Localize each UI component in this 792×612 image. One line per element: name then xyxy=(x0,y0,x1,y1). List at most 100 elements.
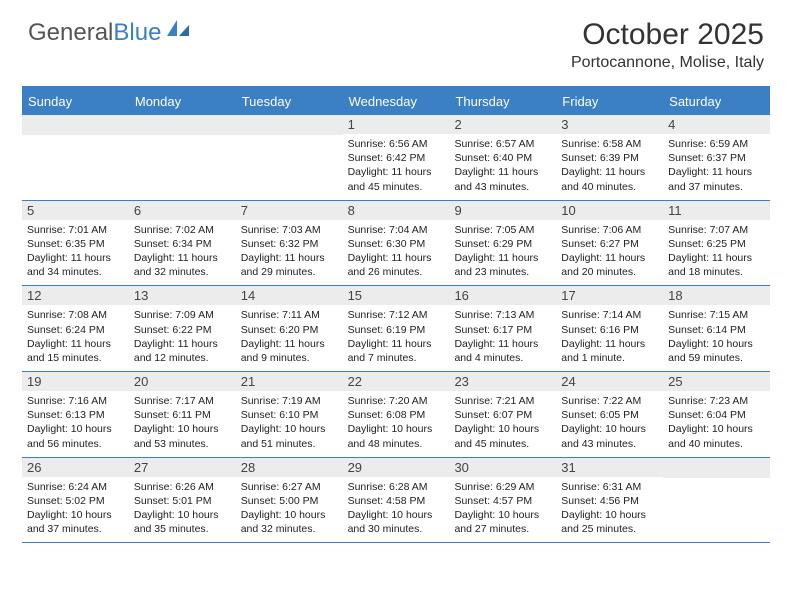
week-row: 26Sunrise: 6:24 AMSunset: 5:02 PMDayligh… xyxy=(22,458,770,544)
day-cell xyxy=(129,115,236,200)
sunrise-text: Sunrise: 7:08 AM xyxy=(27,308,124,322)
daylight-text: Daylight: 11 hours and 40 minutes. xyxy=(561,165,658,193)
day-cell: 26Sunrise: 6:24 AMSunset: 5:02 PMDayligh… xyxy=(22,458,129,543)
day-body: Sunrise: 6:58 AMSunset: 6:39 PMDaylight:… xyxy=(556,134,663,200)
day-number: 29 xyxy=(343,458,450,477)
dow-cell: Tuesday xyxy=(236,88,343,115)
daylight-text: Daylight: 10 hours and 40 minutes. xyxy=(668,422,765,450)
sunset-text: Sunset: 6:29 PM xyxy=(454,237,551,251)
day-number: 10 xyxy=(556,201,663,220)
header: GeneralBlue October 2025 Portocannone, M… xyxy=(0,0,792,80)
dow-cell: Sunday xyxy=(22,88,129,115)
daylight-text: Daylight: 11 hours and 26 minutes. xyxy=(348,251,445,279)
dow-cell: Wednesday xyxy=(343,88,450,115)
sunrise-text: Sunrise: 6:29 AM xyxy=(454,480,551,494)
day-cell: 6Sunrise: 7:02 AMSunset: 6:34 PMDaylight… xyxy=(129,201,236,286)
sunset-text: Sunset: 5:00 PM xyxy=(241,494,338,508)
day-cell: 14Sunrise: 7:11 AMSunset: 6:20 PMDayligh… xyxy=(236,286,343,371)
daylight-text: Daylight: 11 hours and 43 minutes. xyxy=(454,165,551,193)
day-body: Sunrise: 7:13 AMSunset: 6:17 PMDaylight:… xyxy=(449,305,556,371)
day-cell: 21Sunrise: 7:19 AMSunset: 6:10 PMDayligh… xyxy=(236,372,343,457)
day-cell: 27Sunrise: 6:26 AMSunset: 5:01 PMDayligh… xyxy=(129,458,236,543)
daylight-text: Daylight: 11 hours and 9 minutes. xyxy=(241,337,338,365)
day-body: Sunrise: 7:07 AMSunset: 6:25 PMDaylight:… xyxy=(663,220,770,286)
day-cell: 2Sunrise: 6:57 AMSunset: 6:40 PMDaylight… xyxy=(449,115,556,200)
day-body: Sunrise: 7:05 AMSunset: 6:29 PMDaylight:… xyxy=(449,220,556,286)
calendar: SundayMondayTuesdayWednesdayThursdayFrid… xyxy=(22,86,770,543)
sunrise-text: Sunrise: 7:14 AM xyxy=(561,308,658,322)
day-number: 18 xyxy=(663,286,770,305)
day-cell xyxy=(22,115,129,200)
day-body: Sunrise: 7:04 AMSunset: 6:30 PMDaylight:… xyxy=(343,220,450,286)
week-row: 5Sunrise: 7:01 AMSunset: 6:35 PMDaylight… xyxy=(22,201,770,287)
day-cell: 1Sunrise: 6:56 AMSunset: 6:42 PMDaylight… xyxy=(343,115,450,200)
daylight-text: Daylight: 10 hours and 53 minutes. xyxy=(134,422,231,450)
sunset-text: Sunset: 5:02 PM xyxy=(27,494,124,508)
sunset-text: Sunset: 6:08 PM xyxy=(348,408,445,422)
day-cell: 19Sunrise: 7:16 AMSunset: 6:13 PMDayligh… xyxy=(22,372,129,457)
day-body: Sunrise: 7:17 AMSunset: 6:11 PMDaylight:… xyxy=(129,391,236,457)
day-cell: 20Sunrise: 7:17 AMSunset: 6:11 PMDayligh… xyxy=(129,372,236,457)
day-number-empty xyxy=(22,115,129,135)
day-number: 13 xyxy=(129,286,236,305)
daylight-text: Daylight: 10 hours and 37 minutes. xyxy=(27,508,124,536)
dow-cell: Saturday xyxy=(663,88,770,115)
day-body: Sunrise: 7:15 AMSunset: 6:14 PMDaylight:… xyxy=(663,305,770,371)
daylight-text: Daylight: 11 hours and 1 minute. xyxy=(561,337,658,365)
sunset-text: Sunset: 6:25 PM xyxy=(668,237,765,251)
sunset-text: Sunset: 6:13 PM xyxy=(27,408,124,422)
sunrise-text: Sunrise: 7:22 AM xyxy=(561,394,658,408)
day-cell: 23Sunrise: 7:21 AMSunset: 6:07 PMDayligh… xyxy=(449,372,556,457)
daylight-text: Daylight: 10 hours and 48 minutes. xyxy=(348,422,445,450)
day-cell: 18Sunrise: 7:15 AMSunset: 6:14 PMDayligh… xyxy=(663,286,770,371)
sunrise-text: Sunrise: 6:57 AM xyxy=(454,137,551,151)
sunrise-text: Sunrise: 6:59 AM xyxy=(668,137,765,151)
day-cell: 13Sunrise: 7:09 AMSunset: 6:22 PMDayligh… xyxy=(129,286,236,371)
sunset-text: Sunset: 6:40 PM xyxy=(454,151,551,165)
day-number: 23 xyxy=(449,372,556,391)
daylight-text: Daylight: 11 hours and 15 minutes. xyxy=(27,337,124,365)
day-number: 22 xyxy=(343,372,450,391)
sunset-text: Sunset: 6:17 PM xyxy=(454,323,551,337)
sunset-text: Sunset: 6:10 PM xyxy=(241,408,338,422)
sunset-text: Sunset: 6:14 PM xyxy=(668,323,765,337)
day-number: 28 xyxy=(236,458,343,477)
sunrise-text: Sunrise: 7:04 AM xyxy=(348,223,445,237)
daylight-text: Daylight: 10 hours and 35 minutes. xyxy=(134,508,231,536)
day-cell: 15Sunrise: 7:12 AMSunset: 6:19 PMDayligh… xyxy=(343,286,450,371)
day-body: Sunrise: 6:26 AMSunset: 5:01 PMDaylight:… xyxy=(129,477,236,543)
sunrise-text: Sunrise: 7:06 AM xyxy=(561,223,658,237)
day-cell: 11Sunrise: 7:07 AMSunset: 6:25 PMDayligh… xyxy=(663,201,770,286)
day-cell: 5Sunrise: 7:01 AMSunset: 6:35 PMDaylight… xyxy=(22,201,129,286)
weeks-container: 1Sunrise: 6:56 AMSunset: 6:42 PMDaylight… xyxy=(22,115,770,543)
sunrise-text: Sunrise: 7:20 AM xyxy=(348,394,445,408)
logo-text-blue: Blue xyxy=(113,19,161,47)
day-number: 4 xyxy=(663,115,770,134)
day-cell: 12Sunrise: 7:08 AMSunset: 6:24 PMDayligh… xyxy=(22,286,129,371)
day-cell: 8Sunrise: 7:04 AMSunset: 6:30 PMDaylight… xyxy=(343,201,450,286)
daylight-text: Daylight: 11 hours and 7 minutes. xyxy=(348,337,445,365)
day-number: 15 xyxy=(343,286,450,305)
day-cell: 4Sunrise: 6:59 AMSunset: 6:37 PMDaylight… xyxy=(663,115,770,200)
sunrise-text: Sunrise: 7:23 AM xyxy=(668,394,765,408)
day-number: 19 xyxy=(22,372,129,391)
day-body: Sunrise: 7:21 AMSunset: 6:07 PMDaylight:… xyxy=(449,391,556,457)
sunrise-text: Sunrise: 6:31 AM xyxy=(561,480,658,494)
day-body: Sunrise: 7:14 AMSunset: 6:16 PMDaylight:… xyxy=(556,305,663,371)
dow-cell: Friday xyxy=(556,88,663,115)
sunrise-text: Sunrise: 7:13 AM xyxy=(454,308,551,322)
day-cell: 7Sunrise: 7:03 AMSunset: 6:32 PMDaylight… xyxy=(236,201,343,286)
sunrise-text: Sunrise: 6:24 AM xyxy=(27,480,124,494)
day-number-empty xyxy=(663,458,770,478)
dow-cell: Thursday xyxy=(449,88,556,115)
daylight-text: Daylight: 10 hours and 43 minutes. xyxy=(561,422,658,450)
sunset-text: Sunset: 6:04 PM xyxy=(668,408,765,422)
sunrise-text: Sunrise: 7:12 AM xyxy=(348,308,445,322)
sunrise-text: Sunrise: 7:01 AM xyxy=(27,223,124,237)
day-body: Sunrise: 7:19 AMSunset: 6:10 PMDaylight:… xyxy=(236,391,343,457)
week-row: 1Sunrise: 6:56 AMSunset: 6:42 PMDaylight… xyxy=(22,115,770,201)
daylight-text: Daylight: 11 hours and 20 minutes. xyxy=(561,251,658,279)
day-number: 25 xyxy=(663,372,770,391)
sunset-text: Sunset: 6:05 PM xyxy=(561,408,658,422)
day-cell: 29Sunrise: 6:28 AMSunset: 4:58 PMDayligh… xyxy=(343,458,450,543)
